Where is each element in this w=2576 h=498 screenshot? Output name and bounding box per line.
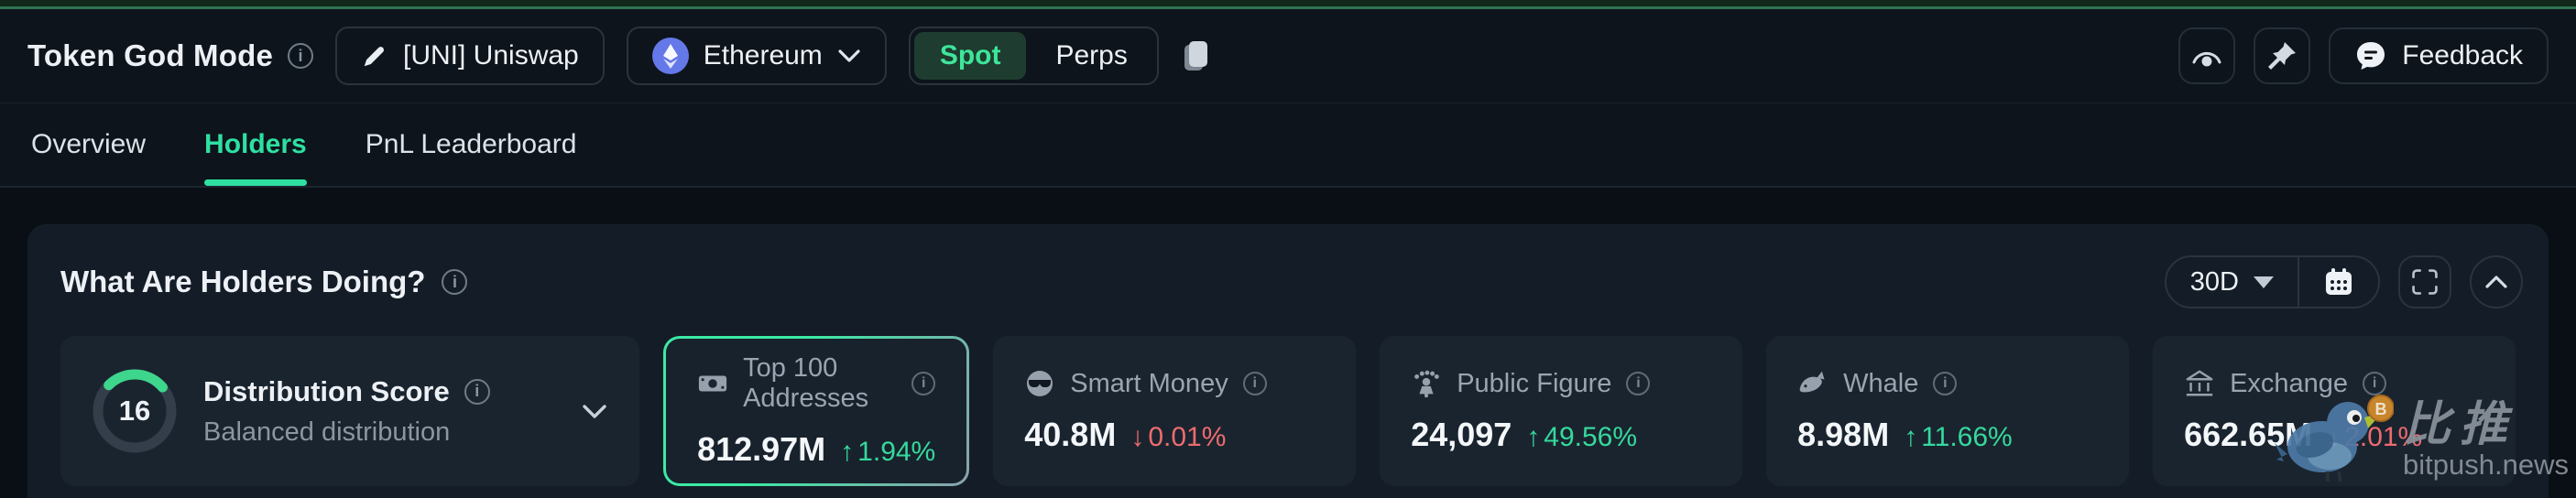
- market-toggle: Spot Perps: [908, 27, 1159, 85]
- stat-value: 8.98M: [1797, 416, 1890, 453]
- smart-money-card[interactable]: Smart Money i 40.8M ↓ 0.01%: [993, 336, 1357, 486]
- change-arrow-icon: ↑: [1904, 422, 1918, 452]
- collapse-button[interactable]: [2470, 255, 2523, 309]
- info-icon[interactable]: i: [288, 43, 314, 69]
- range-select-value: 30D: [2189, 266, 2239, 297]
- brand-strip: [0, 0, 2576, 9]
- change-percent: 49.56%: [1544, 422, 1638, 452]
- distribution-score-card[interactable]: 16 Distribution Score i Balanced distrib…: [60, 336, 640, 486]
- tab-holders[interactable]: Holders: [204, 103, 307, 186]
- watchlist-button[interactable]: [2178, 27, 2236, 84]
- info-icon[interactable]: i: [1242, 372, 1267, 395]
- token-select-label: [UNI] Uniswap: [403, 40, 579, 70]
- stat-value: 40.8M: [1024, 416, 1117, 453]
- distribution-score-value: 16: [118, 395, 151, 427]
- copy-icon[interactable]: [1181, 38, 1212, 74]
- info-icon[interactable]: i: [1933, 372, 1958, 395]
- exchange-icon: [2184, 368, 2215, 399]
- stat-change: ↓ 2.01%: [2327, 422, 2422, 453]
- change-percent: 11.66%: [1921, 422, 2013, 452]
- stat-value: 812.97M: [697, 430, 826, 468]
- date-range-control: 30D: [2164, 255, 2380, 309]
- stat-label: Whale: [1843, 368, 1919, 398]
- change-arrow-icon: ↑: [1526, 422, 1541, 452]
- public-figure-card[interactable]: Public Figure i 24,097 ↑ 49.56%: [1380, 336, 1743, 486]
- info-icon[interactable]: i: [1626, 372, 1651, 395]
- stat-change: ↑ 1.94%: [840, 437, 935, 468]
- feedback-button[interactable]: Feedback: [2329, 27, 2549, 84]
- chain-select[interactable]: Ethereum: [626, 27, 887, 85]
- chat-bubble-icon: [2354, 39, 2387, 72]
- change-percent: 0.01%: [1148, 422, 1227, 452]
- calendar-icon: [2323, 266, 2354, 298]
- info-icon[interactable]: i: [2363, 372, 2387, 395]
- range-select[interactable]: 30D: [2167, 257, 2298, 307]
- eye-icon: [2189, 42, 2224, 70]
- stat-label: Top 100 Addresses: [743, 353, 869, 413]
- fullscreen-icon: [2410, 267, 2440, 297]
- whale-card[interactable]: Whale i 8.98M ↑ 11.66%: [1766, 336, 2130, 486]
- divider: [2298, 257, 2299, 307]
- top-100-addresses-card[interactable]: Top 100 Addresses i 812.97M ↑ 1.94%: [663, 336, 970, 486]
- pin-button[interactable]: [2254, 27, 2311, 84]
- change-arrow-icon: ↓: [2327, 422, 2341, 452]
- change-percent: 2.01%: [2344, 422, 2423, 452]
- stat-change: ↑ 11.66%: [1904, 422, 2013, 453]
- chevron-up-icon: [2483, 274, 2509, 290]
- distribution-score-label: Distribution Score: [203, 374, 450, 407]
- stat-change: ↑ 49.56%: [1526, 422, 1637, 453]
- pencil-icon: [361, 42, 388, 70]
- whale-icon: [1797, 368, 1828, 399]
- distribution-score-subtitle: Balanced distribution: [203, 417, 451, 447]
- change-arrow-icon: ↓: [1130, 422, 1145, 452]
- tab-bar: Overview Holders PnL Leaderboard: [0, 103, 2576, 188]
- market-toggle-spot[interactable]: Spot: [913, 32, 1027, 80]
- exchange-card[interactable]: Exchange i 662.65M ↓ 2.01%: [2153, 336, 2516, 486]
- tab-pnl-leaderboard[interactable]: PnL Leaderboard: [365, 129, 577, 159]
- stat-label: Smart Money: [1070, 368, 1228, 398]
- chevron-down-icon[interactable]: [581, 402, 608, 420]
- market-toggle-perps[interactable]: Perps: [1055, 40, 1128, 70]
- stat-change: ↓ 0.01%: [1130, 422, 1226, 453]
- info-icon[interactable]: i: [464, 378, 490, 405]
- calendar-button[interactable]: [2299, 257, 2378, 307]
- token-select-button[interactable]: [UNI] Uniswap: [335, 27, 605, 85]
- smart-money-icon: [1024, 368, 1055, 399]
- pin-icon: [2266, 40, 2298, 71]
- info-icon[interactable]: i: [442, 269, 468, 295]
- info-icon[interactable]: i: [911, 372, 936, 395]
- page-title: Token God Mode: [27, 38, 274, 72]
- stat-value: 24,097: [1411, 416, 1512, 453]
- distribution-score-gauge: 16: [92, 368, 178, 454]
- panel-title: What Are Holders Doing?: [60, 265, 426, 298]
- holders-panel: What Are Holders Doing? i 30D: [27, 224, 2549, 498]
- stat-value: 662.65M: [2184, 416, 2313, 453]
- ethereum-icon: [651, 38, 689, 74]
- banknote-icon: [697, 368, 728, 399]
- caret-down-icon: [2254, 276, 2274, 288]
- stat-label: Public Figure: [1457, 368, 1612, 398]
- chevron-down-icon: [837, 48, 861, 64]
- tab-overview[interactable]: Overview: [31, 129, 147, 159]
- chain-select-value: Ethereum: [703, 40, 823, 70]
- public-figure-icon: [1411, 368, 1442, 399]
- stats-row: 16 Distribution Score i Balanced distrib…: [53, 336, 2523, 486]
- topbar: Token God Mode i [UNI] Uniswap Ethereum: [0, 9, 2576, 103]
- change-percent: 1.94%: [857, 437, 936, 467]
- feedback-label: Feedback: [2402, 40, 2523, 70]
- change-arrow-icon: ↑: [840, 437, 855, 467]
- stat-label: Exchange: [2230, 368, 2349, 398]
- fullscreen-button[interactable]: [2398, 255, 2451, 309]
